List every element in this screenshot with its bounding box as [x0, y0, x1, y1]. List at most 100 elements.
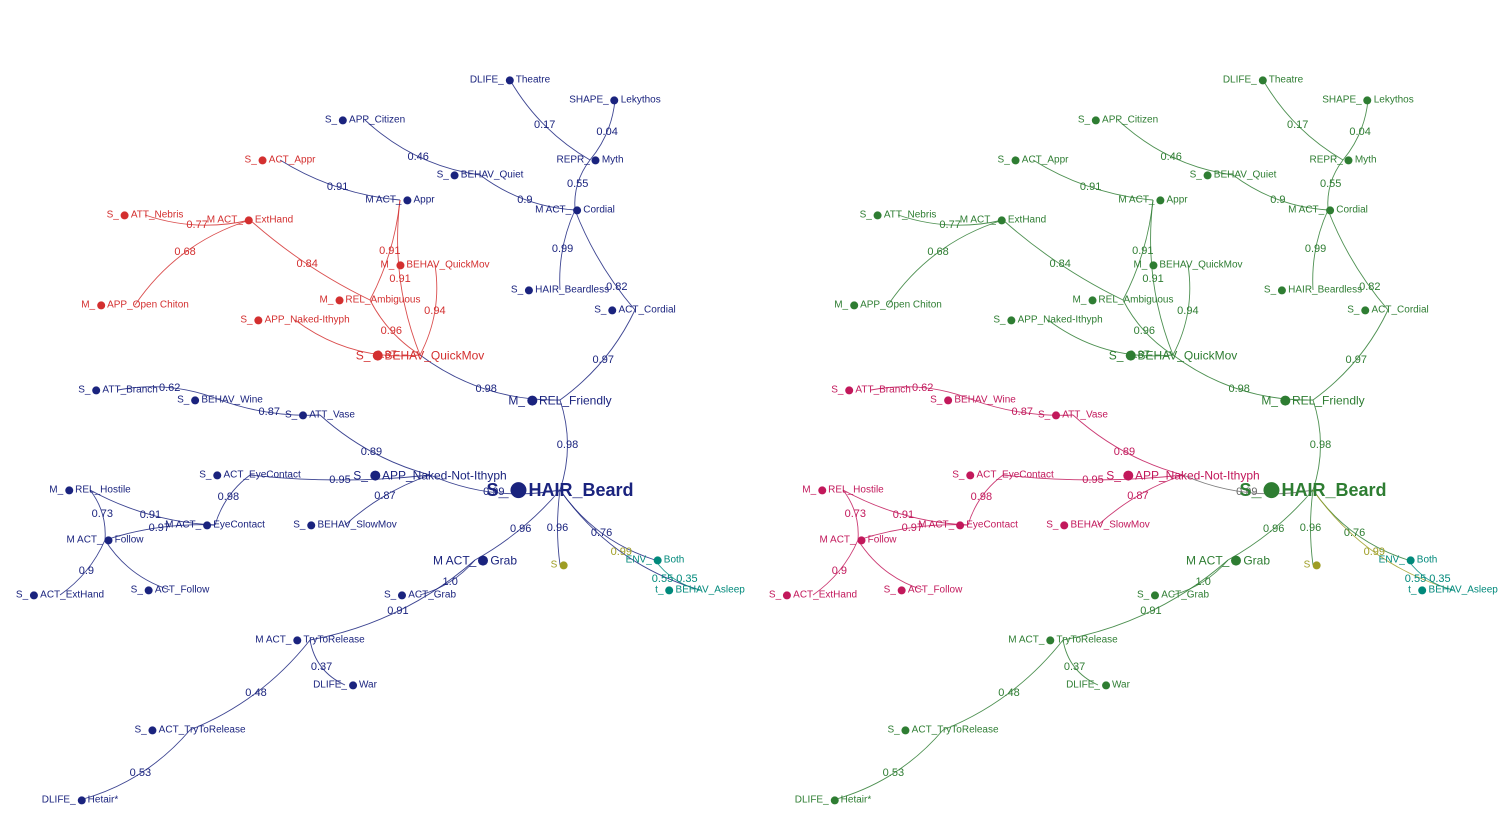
edge-weight: 0.91	[1132, 245, 1153, 257]
node-dot-icon	[1259, 76, 1267, 84]
node-dot-icon	[511, 482, 527, 498]
node-dot-icon	[370, 470, 380, 480]
graph-node-m_rel_ambiguous: M_REL_Ambiguous	[320, 294, 421, 305]
node-label: ATT_Vase	[309, 409, 355, 420]
edge-weight: 0.17	[534, 119, 555, 131]
edge	[105, 540, 170, 590]
graph-node-m_rel_friendly: M_REL_Friendly	[508, 393, 611, 408]
edge-weight: 0.96	[547, 522, 568, 534]
node-label: DLIFE_	[795, 794, 829, 805]
edge-weight: 0.94	[424, 305, 445, 317]
node-label: S_	[1109, 348, 1124, 362]
graph-node-s_att_branch: S_ATT_Branch	[831, 384, 911, 395]
node-dot-icon	[1364, 96, 1372, 104]
node-label: REL_Hostile	[828, 484, 884, 495]
node-label: S_	[353, 468, 368, 482]
node-dot-icon	[654, 556, 662, 564]
edge	[370, 300, 420, 355]
node-label: t_	[1408, 584, 1416, 595]
edge	[560, 400, 568, 490]
node-label: REL_Ambiguous	[1098, 294, 1173, 305]
node-dot-icon	[1278, 286, 1286, 294]
node-dot-icon	[65, 486, 73, 494]
node-dot-icon	[506, 76, 514, 84]
node-label: Grab	[1243, 553, 1270, 567]
node-dot-icon	[372, 350, 382, 360]
node-dot-icon	[898, 586, 906, 594]
node-label: DLIFE_	[1066, 679, 1100, 690]
graph-node-s_behav_quickmov: S_BEHAV_QuickMov	[356, 348, 485, 363]
edge	[250, 475, 430, 480]
graph-node-s_act_eyecontact: S_ACT_EyeContact	[199, 469, 301, 480]
node-label: ExtHand	[1008, 214, 1046, 225]
graph-node-dlife_theatre: DLIFE_Theatre	[470, 74, 550, 85]
node-label: ENV_	[626, 554, 652, 565]
edge-weight: 0.99	[1236, 486, 1257, 498]
graph-node-m_act_appr: M ACT_Appr	[365, 194, 434, 205]
graph-node-behav_asleep: t_BEHAV_Asleep	[655, 584, 745, 595]
node-dot-icon	[1151, 591, 1159, 599]
edge	[1233, 175, 1328, 210]
graph-node-m_rel_ambiguous: M_REL_Ambiguous	[1073, 294, 1174, 305]
node-label: M_	[1133, 259, 1147, 270]
node-label: M ACT_	[1288, 204, 1324, 215]
node-dot-icon	[1060, 521, 1068, 529]
node-label: S_	[831, 384, 843, 395]
graph-node-m_act_trytorelease: M ACT_TryToRelease	[1008, 634, 1117, 645]
node-label: ACT_Follow	[908, 584, 962, 595]
edge-weight: 0.99	[1305, 243, 1326, 255]
node-dot-icon	[92, 386, 100, 394]
graph-node-s_act_follow: S_ACT_Follow	[131, 584, 210, 595]
node-label: APP_Citizen	[1102, 114, 1158, 125]
edge-weight: 0.55 0.35	[1405, 573, 1451, 585]
edge-weight: 0.91	[1080, 181, 1101, 193]
node-dot-icon	[245, 216, 253, 224]
node-label: ATT_Nebris	[131, 209, 184, 220]
node-dot-icon	[30, 591, 38, 599]
node-dot-icon	[850, 301, 858, 309]
node-label: M ACT_	[535, 204, 571, 215]
edge	[1328, 160, 1343, 210]
node-label: Myth	[1355, 154, 1377, 165]
edge	[843, 490, 858, 540]
node-label: S_	[511, 284, 523, 295]
node-label: ACT_Grab	[1161, 589, 1209, 600]
node-label: M_	[380, 259, 394, 270]
edge	[320, 415, 430, 475]
edge-weight: 0.55 0.35	[652, 573, 698, 585]
right-network-panel: 0.990.980.960.760.960.990.55 0.350.970.9…	[753, 0, 1505, 840]
node-dot-icon	[149, 726, 157, 734]
node-dot-icon	[1088, 296, 1096, 304]
node-label: BEHAV_QuickMov	[384, 348, 484, 362]
graph-node-s_act_exthand: S_ACT_ExtHand	[769, 589, 857, 600]
node-dot-icon	[1012, 156, 1020, 164]
node-label: S_	[293, 519, 305, 530]
node-label: APP_Open Chiton	[860, 299, 942, 310]
graph-node-s_app_citizen: S_APP_Citizen	[1078, 114, 1158, 125]
edge	[898, 215, 1003, 225]
node-dot-icon	[902, 726, 910, 734]
node-label: S_	[1046, 519, 1058, 530]
graph-node-shape_lekythos: SHAPE_Lekythos	[1322, 94, 1414, 105]
node-label: M ACT_	[165, 519, 201, 530]
graph-node-dlife_hetair: DLIFE_Hetair*	[795, 794, 871, 805]
edge-weight: 0.99	[1364, 546, 1385, 558]
edge-weight: 0.98	[1310, 439, 1331, 451]
node-label: TryToRelease	[303, 634, 364, 645]
node-label: REL_Ambiguous	[345, 294, 420, 305]
node-label: BEHAV_Wine	[201, 394, 263, 405]
node-label: M_	[1261, 393, 1278, 407]
edge	[510, 80, 590, 160]
edge-weight: 0.84	[297, 258, 318, 270]
graph-node-root: S_HAIR_Beard	[486, 479, 633, 501]
node-dot-icon	[1280, 395, 1290, 405]
edge-weight: 0.98	[1228, 383, 1249, 395]
node-label: M ACT_	[1118, 194, 1154, 205]
node-label: Lekythos	[621, 94, 661, 105]
left-network-panel: 0.990.980.960.760.960.990.55 0.350.970.9…	[0, 0, 752, 840]
node-label: BEHAV_Asleep	[676, 584, 745, 595]
edge	[1118, 120, 1233, 175]
edge-weight: 0.91	[387, 605, 408, 617]
graph-node-s_app_naked_ithyph: S_APP_Naked-Ithyph	[240, 314, 349, 325]
node-dot-icon	[145, 586, 153, 594]
